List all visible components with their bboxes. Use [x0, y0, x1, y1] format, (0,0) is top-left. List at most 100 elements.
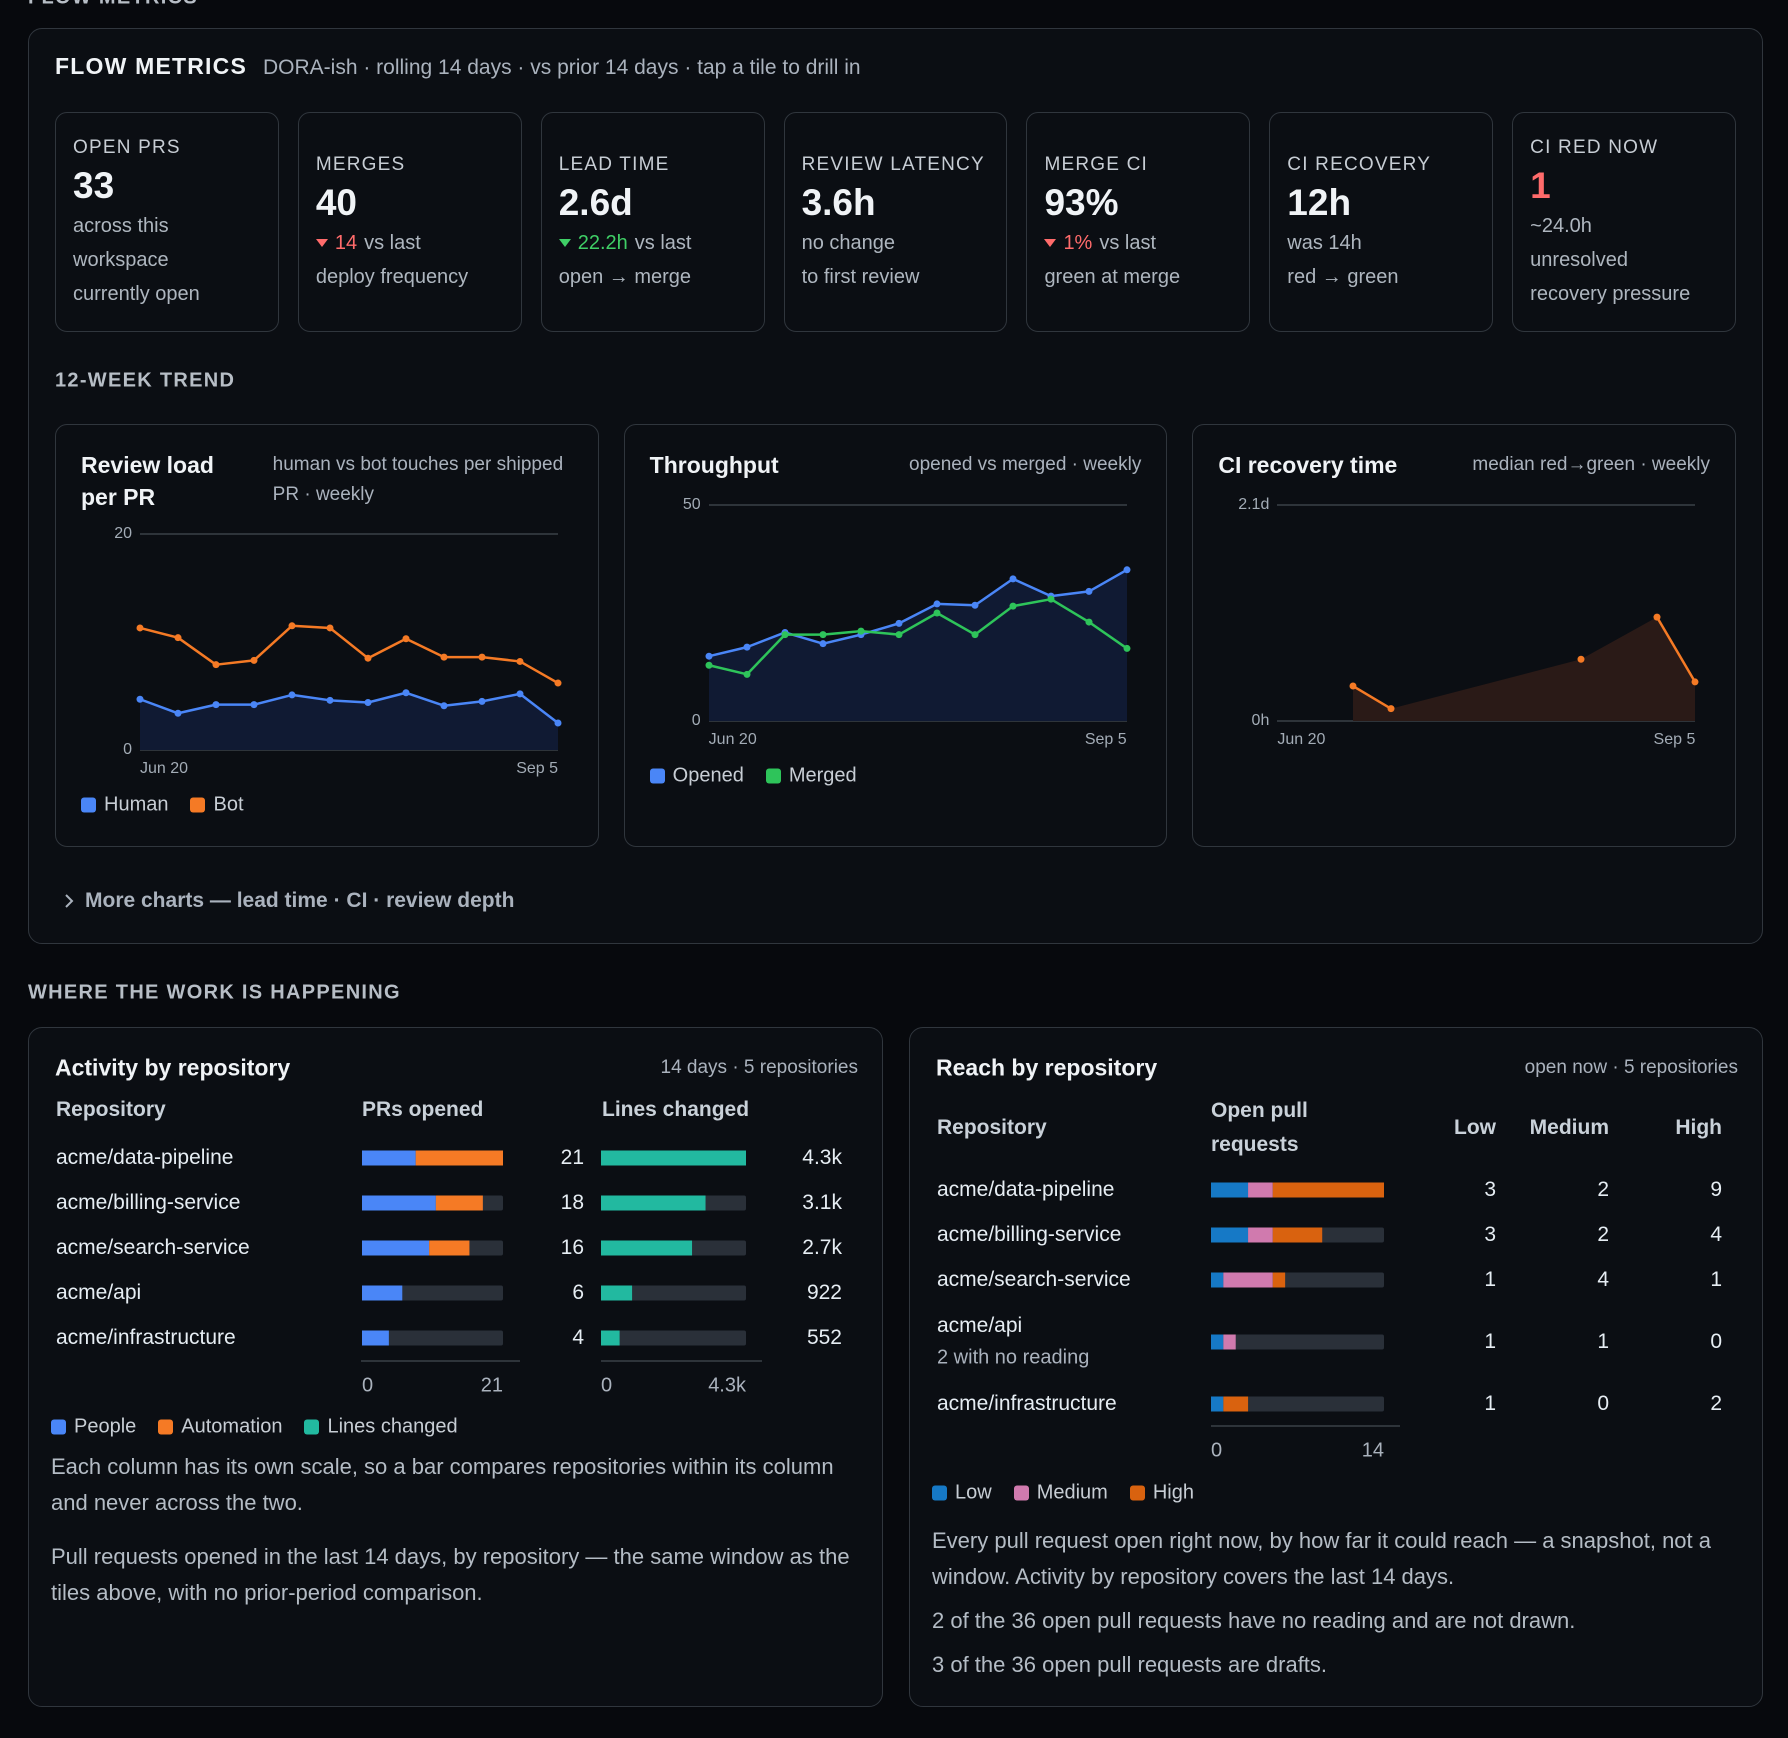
repo-name: acme/data-pipeline [937, 1178, 1115, 1201]
lines-count: 4.3k [802, 1146, 842, 1169]
tile-note: green at merge [1044, 266, 1181, 288]
metric-tile[interactable]: CI RED NOW 1 ~24.0h unresolved recovery pres… [1512, 112, 1737, 332]
bar-segment [1211, 1334, 1224, 1350]
metric-tile[interactable]: OPEN PRS 33 across this workspace currently… [55, 112, 279, 332]
legend-swatch [158, 1419, 174, 1435]
bar-segment [1248, 1182, 1273, 1198]
bar-segment [1272, 1272, 1286, 1288]
series-point [1349, 682, 1357, 690]
count-cell: 4 [1710, 1223, 1722, 1246]
flow-panel: FLOW METRICS DORA-ish · rolling 14 days ·… [28, 28, 1763, 944]
metric-tile[interactable]: CI RECOVERY 12h was 14h red → green [1269, 112, 1494, 332]
repo-name: acme/infrastructure [56, 1326, 236, 1349]
metric-tile[interactable]: REVIEW LATENCY 3.6h no change to first revi… [783, 112, 1008, 332]
column-header: High [1675, 1116, 1722, 1139]
count-cell: 1 [1597, 1330, 1609, 1353]
repo-name: acme/api [937, 1314, 1023, 1337]
chart-plot [705, 504, 1131, 722]
chart-subtitle: median red→green · weekly [1472, 454, 1711, 475]
x-tick-label: Jun 20 [1277, 731, 1326, 748]
metric-tile[interactable]: MERGES 40 14 vs last deploy frequency [297, 112, 522, 332]
legend-item: Human [81, 794, 168, 817]
tile-delta: 14 vs last [315, 226, 504, 260]
panel-header: FLOW METRICS DORA-ish · rolling 14 days ·… [55, 53, 861, 80]
metric-tile[interactable]: MERGE CI 93% 1% vs last green at merge [1026, 112, 1251, 332]
series-point [1123, 566, 1131, 574]
tile-note: was 14h [1287, 232, 1362, 254]
series-point [1577, 655, 1585, 663]
repo-name: acme/infrastructure [937, 1392, 1117, 1415]
delta-suffix: vs last [364, 232, 421, 254]
x-tick-label: 0 [362, 1374, 374, 1397]
notes: Each column has its own scale, so a bar … [51, 1449, 851, 1629]
series-point [1085, 587, 1093, 595]
chart-row: Review load per PR human vs bot touches p… [55, 424, 1737, 847]
series-point [1387, 705, 1395, 713]
series-point [364, 654, 372, 662]
reach-card: Reach by repository open now · 5 reposito… [909, 1027, 1763, 1707]
bar-segment [362, 1240, 430, 1256]
series-line [1352, 616, 1697, 710]
tile-label: REVIEW LATENCY [801, 154, 985, 175]
chart-plot [1277, 504, 1699, 722]
bar-track [362, 1330, 503, 1346]
note: 2 of the 36 open pull requests have no r… [932, 1608, 1576, 1633]
bar-track [601, 1285, 746, 1301]
delta-suffix: vs last [634, 232, 692, 254]
bar-track [601, 1330, 746, 1346]
section-label: FLOW METRICS [28, 0, 198, 10]
x-tick-label: 0 [601, 1374, 613, 1397]
series-point [1691, 678, 1699, 686]
legend-label: Merged [788, 764, 857, 787]
tile-delta: 1% vs last [1044, 226, 1232, 260]
panel-title: FLOW METRICS [55, 53, 247, 79]
bar-segment [362, 1330, 389, 1346]
count-cell: 1 [1484, 1268, 1496, 1291]
series-point [250, 656, 258, 664]
series-point [516, 690, 524, 698]
tile-note: ~24.0h [1530, 215, 1592, 237]
legend: People Automation Lines changed [51, 1416, 458, 1439]
legend-swatch [51, 1419, 66, 1435]
delta-value: 22.2h [577, 232, 628, 254]
series-point [1009, 575, 1017, 583]
bar-segment [1248, 1227, 1273, 1243]
tile-note: red → green [1287, 266, 1399, 288]
delta-value: 1% [1063, 232, 1093, 254]
lines-count: 922 [806, 1281, 842, 1304]
chart-subtitle: human vs bot touches per shipped PR · we… [272, 454, 564, 505]
y-tick-label: 2.1d [1238, 496, 1270, 513]
y-tick-label: 50 [682, 496, 701, 513]
repo-name: acme/search-service [56, 1236, 250, 1259]
metric-tile[interactable]: LEAD TIME 2.6d 22.2h vs last open → merge [540, 112, 765, 332]
lines-count: 552 [806, 1326, 842, 1349]
series-point [895, 619, 903, 627]
more-charts-toggle[interactable]: More charts — lead time · CI · review de… [63, 889, 514, 913]
legend-swatch [649, 768, 665, 784]
legend: Low Medium High [932, 1482, 1194, 1505]
legend: Opened Merged [649, 764, 857, 788]
series-point [440, 653, 448, 661]
series-point [933, 609, 941, 617]
bar-table [1211, 1182, 1400, 1427]
chart-card: Throughput opened vs merged · weekly 0 50 Ju… [623, 424, 1168, 847]
x-tick-label: Sep 5 [516, 760, 558, 777]
section-label: WHERE THE WORK IS HAPPENING [28, 981, 401, 1004]
series-point [402, 635, 410, 643]
count-cell: 1 [1710, 1268, 1722, 1291]
prs-count: 18 [560, 1191, 584, 1214]
series-line [708, 568, 1128, 658]
legend-label: High [1152, 1481, 1194, 1504]
bar-segment [415, 1150, 503, 1166]
bar-segment [362, 1150, 416, 1166]
series-point [136, 695, 144, 703]
delta-value: 14 [334, 232, 358, 254]
repo-name: acme/api [56, 1281, 142, 1304]
count-cell: 0 [1597, 1392, 1609, 1415]
legend-label: People [74, 1415, 137, 1438]
series-point [174, 709, 182, 717]
series-point [554, 719, 562, 727]
legend-item: Automation [158, 1416, 282, 1439]
notes: Every pull request open right now, by ho… [932, 1523, 1742, 1691]
repo-name: acme/billing-service [937, 1223, 1122, 1246]
